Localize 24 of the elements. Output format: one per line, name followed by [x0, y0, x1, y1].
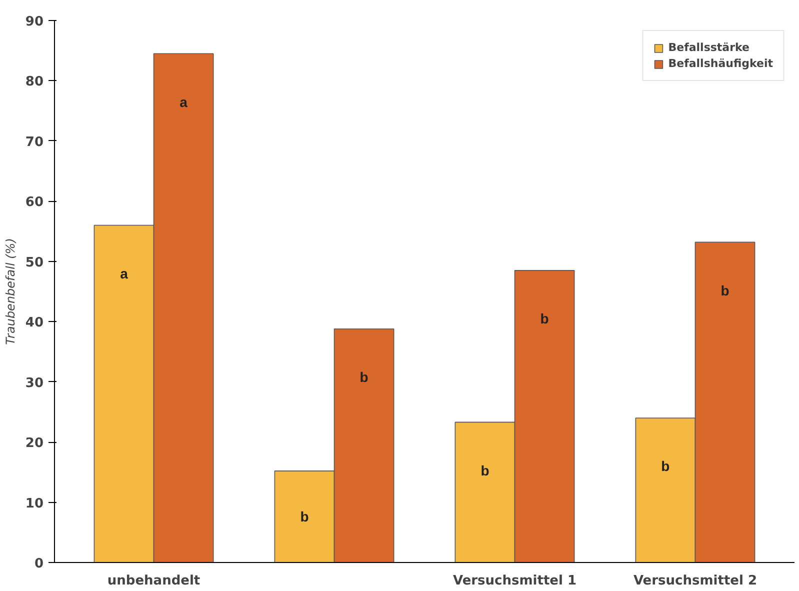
y-tick-label: 30 [25, 376, 44, 391]
legend-label: Befallshäufigkeit [668, 57, 773, 70]
data-label: a [180, 94, 188, 110]
data-label: b [540, 310, 549, 327]
y-tick-label: 90 [25, 14, 44, 30]
data-label: b [360, 369, 368, 386]
legend-label: Befallsstärke [668, 41, 750, 54]
data-label: b [480, 462, 490, 478]
x-tick-label: unbehandelt [107, 574, 200, 588]
y-tick-label: 10 [25, 496, 44, 512]
x-tick-label: Versuchsmittel 1 [452, 574, 577, 588]
y-tick-label: 50 [25, 255, 44, 270]
data-label: b [300, 508, 309, 525]
y-tick-label: 40 [25, 316, 44, 331]
y-tick-label: 70 [25, 134, 44, 150]
y-tick-label: 60 [25, 195, 44, 210]
data-label: b [661, 458, 670, 474]
data-label: b [720, 282, 730, 298]
y-tick-label: 80 [25, 74, 44, 90]
y-axis-title: Traubenbefall (%) [3, 238, 18, 345]
data-label: a [120, 265, 128, 282]
y-tick-label: 20 [25, 436, 44, 452]
x-tick-label: Versuchsmittel 2 [633, 574, 758, 588]
y-tick-label: 0 [34, 556, 44, 572]
